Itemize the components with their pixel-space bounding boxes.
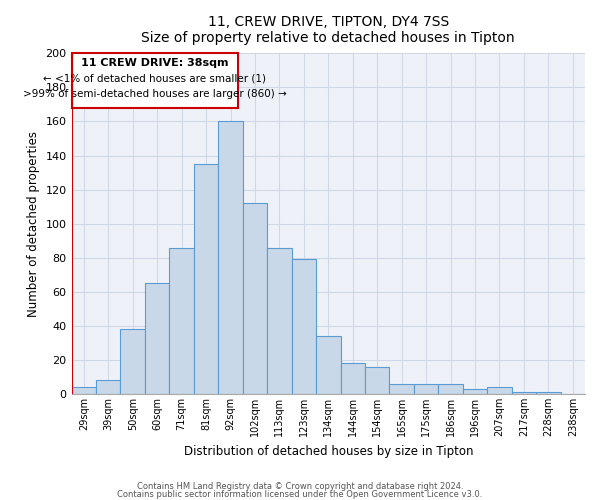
Bar	[194, 164, 218, 394]
Bar	[414, 384, 439, 394]
Bar	[365, 367, 389, 394]
Bar	[512, 392, 536, 394]
Bar	[463, 389, 487, 394]
Bar	[121, 330, 145, 394]
Text: Contains public sector information licensed under the Open Government Licence v3: Contains public sector information licen…	[118, 490, 482, 499]
X-axis label: Distribution of detached houses by size in Tipton: Distribution of detached houses by size …	[184, 444, 473, 458]
Bar	[487, 387, 512, 394]
Bar	[145, 284, 169, 394]
Bar	[439, 384, 463, 394]
Text: 11 CREW DRIVE: 38sqm: 11 CREW DRIVE: 38sqm	[81, 58, 229, 68]
Bar	[316, 336, 341, 394]
Bar	[341, 364, 365, 394]
Text: Contains HM Land Registry data © Crown copyright and database right 2024.: Contains HM Land Registry data © Crown c…	[137, 482, 463, 491]
Bar	[267, 248, 292, 394]
Bar	[71, 387, 96, 394]
Bar	[536, 392, 560, 394]
Text: >99% of semi-detached houses are larger (860) →: >99% of semi-detached houses are larger …	[23, 89, 287, 99]
Bar	[243, 203, 267, 394]
Bar	[389, 384, 414, 394]
Title: 11, CREW DRIVE, TIPTON, DY4 7SS
Size of property relative to detached houses in : 11, CREW DRIVE, TIPTON, DY4 7SS Size of …	[142, 15, 515, 45]
Bar	[169, 248, 194, 394]
Y-axis label: Number of detached properties: Number of detached properties	[27, 130, 40, 316]
Bar	[292, 260, 316, 394]
FancyBboxPatch shape	[71, 54, 238, 108]
Bar	[96, 380, 121, 394]
Bar	[218, 122, 243, 394]
Text: ← <1% of detached houses are smaller (1): ← <1% of detached houses are smaller (1)	[43, 74, 266, 84]
